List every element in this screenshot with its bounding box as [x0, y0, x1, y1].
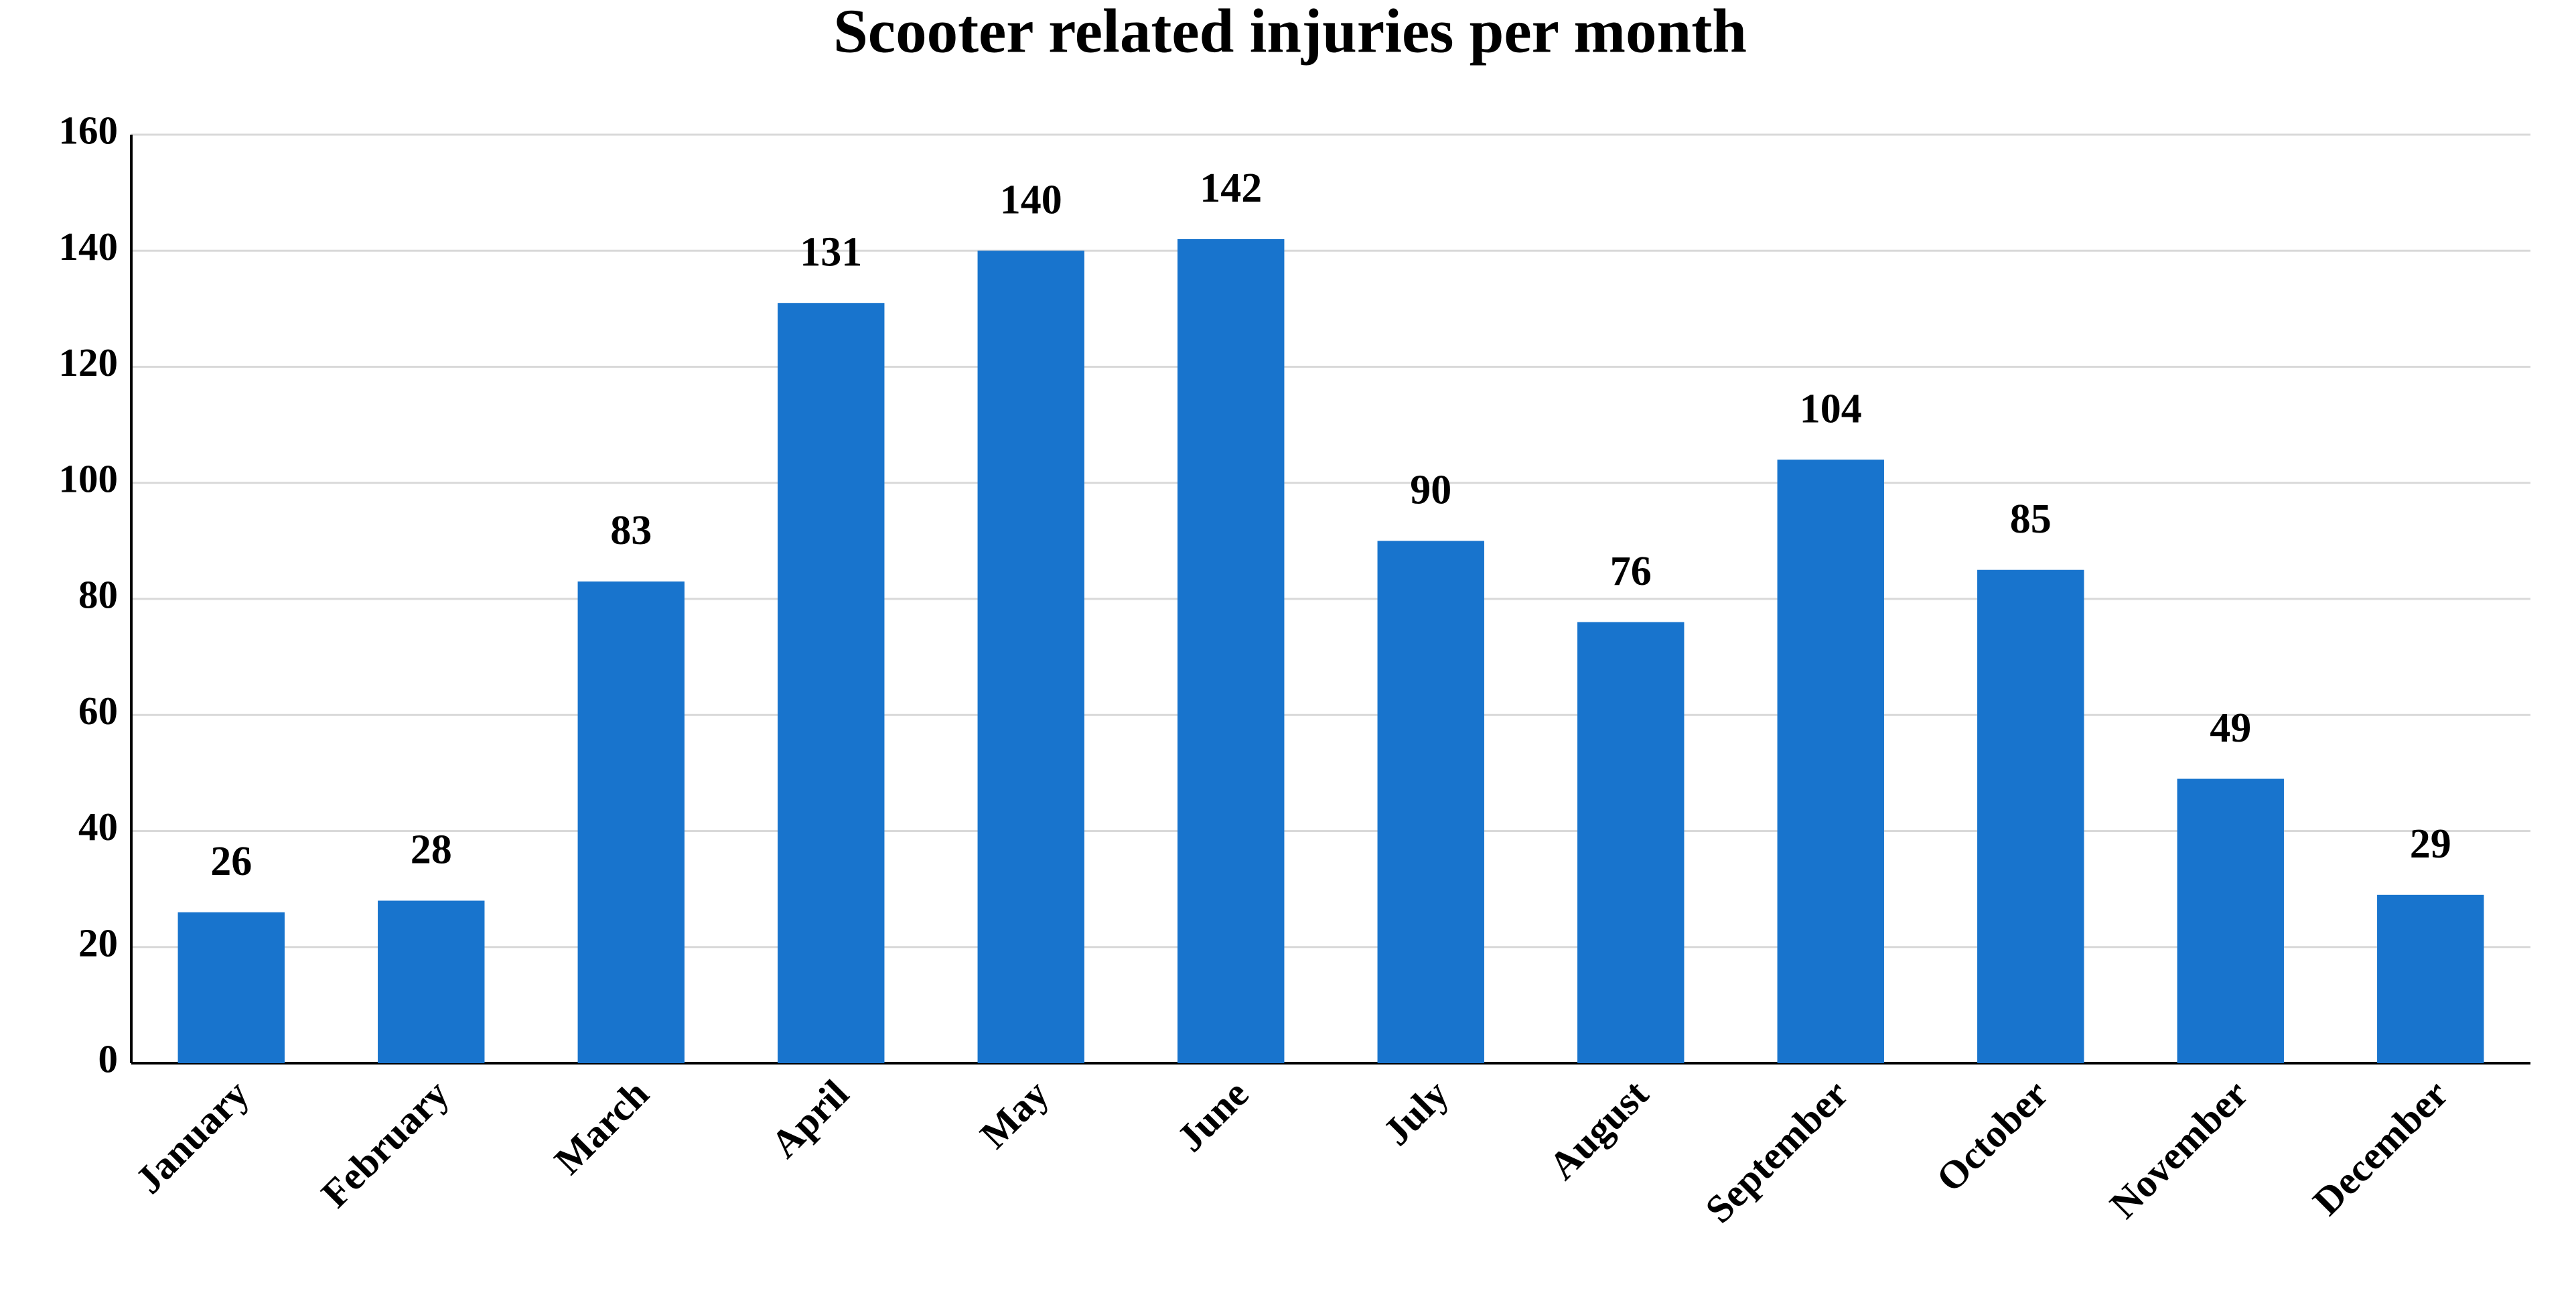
- bar: [977, 251, 1084, 1063]
- data-label: 131: [800, 229, 862, 275]
- bar: [2177, 778, 2284, 1063]
- bar: [1377, 541, 1484, 1063]
- x-tick-label: February: [313, 1071, 457, 1216]
- data-label: 26: [210, 839, 252, 884]
- x-tick-label: May: [971, 1071, 1057, 1157]
- y-tick-label: 100: [59, 456, 119, 500]
- x-tick-label: September: [1697, 1071, 1857, 1231]
- y-tick-label: 60: [78, 689, 118, 733]
- x-tick-label: March: [546, 1071, 657, 1182]
- chart-title: Scooter related injuries per month: [833, 0, 1747, 66]
- bar: [778, 303, 885, 1063]
- bar: [1577, 622, 1685, 1063]
- data-label: 142: [1200, 165, 1262, 211]
- y-tick-label: 40: [78, 805, 118, 849]
- y-tick-label: 80: [78, 573, 118, 617]
- x-tick-label: October: [1928, 1071, 2057, 1201]
- bar: [177, 912, 285, 1063]
- data-label: 90: [1410, 468, 1451, 513]
- data-label: 28: [411, 827, 452, 873]
- x-tick-label: April: [762, 1071, 857, 1166]
- bar: [1977, 569, 2084, 1063]
- y-tick-label: 120: [59, 340, 119, 385]
- y-tick-label: 20: [78, 920, 118, 965]
- x-tick-label: November: [2101, 1071, 2257, 1227]
- data-label: 76: [1610, 549, 1652, 594]
- data-label: 49: [2210, 705, 2251, 751]
- y-tick-label: 140: [59, 224, 119, 269]
- bar: [2377, 894, 2484, 1063]
- bar: [378, 900, 485, 1063]
- bar: [1777, 460, 1884, 1063]
- bar: [577, 581, 685, 1063]
- data-label: 104: [1800, 386, 1862, 431]
- x-tick-label: December: [2304, 1071, 2456, 1223]
- data-label: 140: [1000, 177, 1062, 222]
- x-tick-label: January: [127, 1071, 257, 1202]
- bar: [1177, 238, 1285, 1063]
- data-label: 83: [610, 508, 652, 553]
- y-tick-label: 160: [59, 109, 119, 153]
- data-label: 85: [2010, 496, 2052, 542]
- x-tick-label: July: [1374, 1071, 1457, 1154]
- x-tick-label: June: [1168, 1071, 1257, 1160]
- x-tick-label: August: [1540, 1071, 1656, 1188]
- y-tick-label: 0: [98, 1037, 119, 1081]
- data-label: 29: [2410, 821, 2451, 867]
